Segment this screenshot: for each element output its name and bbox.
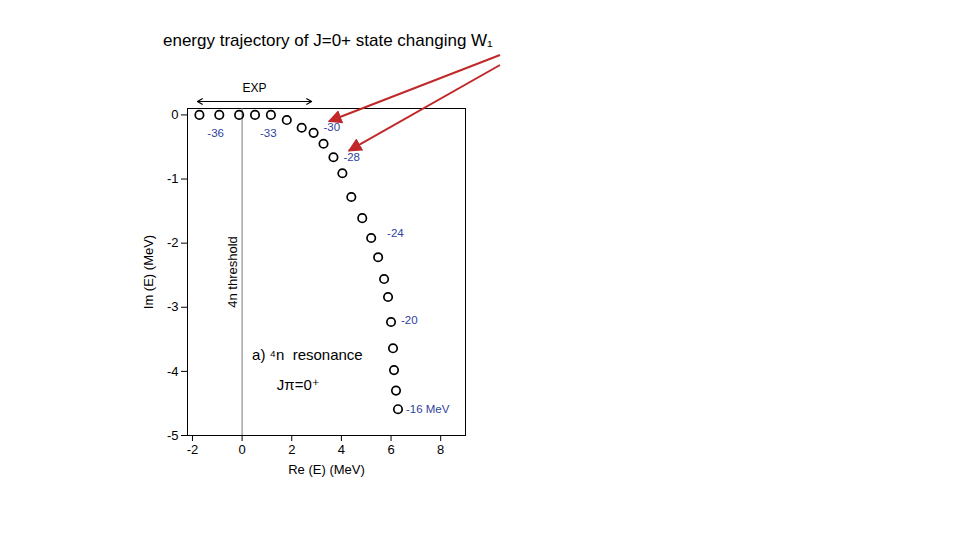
svg-text:4n threshold: 4n threshold [225,236,240,308]
svg-text:-28: -28 [343,151,360,163]
svg-text:8: 8 [437,442,444,457]
svg-text:-2: -2 [187,442,199,457]
svg-text:-30: -30 [324,121,341,133]
svg-text:-2: -2 [167,235,179,250]
svg-text:0: 0 [238,442,245,457]
svg-text:a) ⁴n resonance: a) ⁴n resonance [252,346,363,363]
svg-text:2: 2 [288,442,295,457]
svg-text:-3: -3 [167,299,179,314]
svg-text:-1: -1 [167,171,179,186]
svg-text:Im (E) (MeV): Im (E) (MeV) [141,235,156,309]
svg-text:6: 6 [387,442,394,457]
svg-text:-5: -5 [167,428,179,443]
html-text:energy trajectory of J=0+ stat: energy trajectory of J=0+ state changing… [163,31,493,50]
svg-text:Jπ=0⁺: Jπ=0⁺ [277,376,320,393]
svg-text:4: 4 [338,442,345,457]
svg-text:-4: -4 [167,364,179,379]
svg-text:-20: -20 [401,314,418,326]
svg-text:-33: -33 [260,127,277,139]
svg-text:-24: -24 [387,227,404,239]
svg-text:Re (E) (MeV): Re (E) (MeV) [288,462,365,477]
svg-text:-16 MeV: -16 MeV [406,403,450,415]
svg-text:EXP: EXP [243,81,267,95]
svg-text:0: 0 [171,107,178,122]
svg-text:-36: -36 [207,127,224,139]
